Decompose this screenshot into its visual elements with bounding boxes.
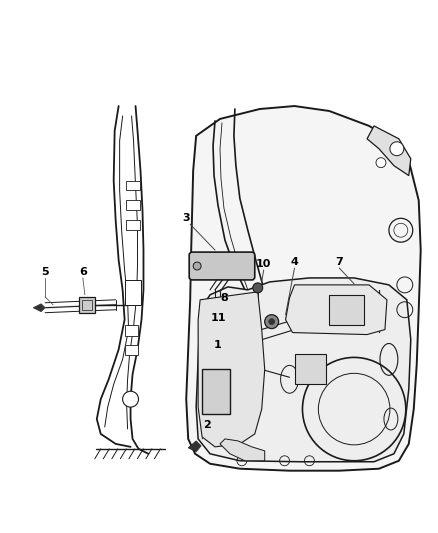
Bar [126,220,140,230]
Text: 8: 8 [220,293,228,303]
Circle shape [265,314,279,329]
Bar [294,354,326,384]
Polygon shape [286,285,387,335]
Text: 7: 7 [336,257,343,267]
Circle shape [123,391,138,407]
Bar [329,295,364,325]
Text: 3: 3 [182,213,190,223]
Circle shape [253,283,263,293]
Bar [126,200,140,211]
Text: 5: 5 [41,267,49,277]
Polygon shape [367,126,411,175]
Bar [124,344,138,356]
Polygon shape [198,292,265,447]
Polygon shape [188,441,201,452]
Circle shape [376,158,386,168]
Polygon shape [196,278,411,462]
Polygon shape [220,439,265,461]
Circle shape [268,319,275,325]
Text: 2: 2 [203,420,211,430]
Bar [126,181,140,190]
Bar [202,369,230,414]
Circle shape [390,142,404,156]
Text: 10: 10 [256,259,272,269]
Bar [82,300,92,310]
Polygon shape [186,106,421,471]
Text: 4: 4 [290,257,298,267]
Circle shape [193,262,201,270]
Bar [124,325,138,336]
Text: 1: 1 [214,341,222,351]
Text: 6: 6 [79,267,87,277]
Bar [124,280,141,305]
Bar [79,297,95,313]
Text: 11: 11 [210,313,226,322]
FancyBboxPatch shape [189,252,255,280]
Polygon shape [33,304,45,312]
